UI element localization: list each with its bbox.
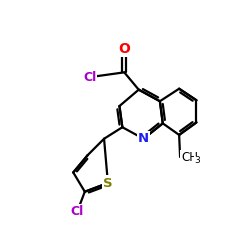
- Text: CH: CH: [181, 150, 198, 164]
- Text: N: N: [138, 132, 149, 145]
- Text: 3: 3: [194, 156, 200, 165]
- Text: O: O: [118, 42, 130, 56]
- Text: Cl: Cl: [83, 71, 96, 84]
- Text: Cl: Cl: [70, 206, 84, 218]
- Text: S: S: [103, 176, 113, 190]
